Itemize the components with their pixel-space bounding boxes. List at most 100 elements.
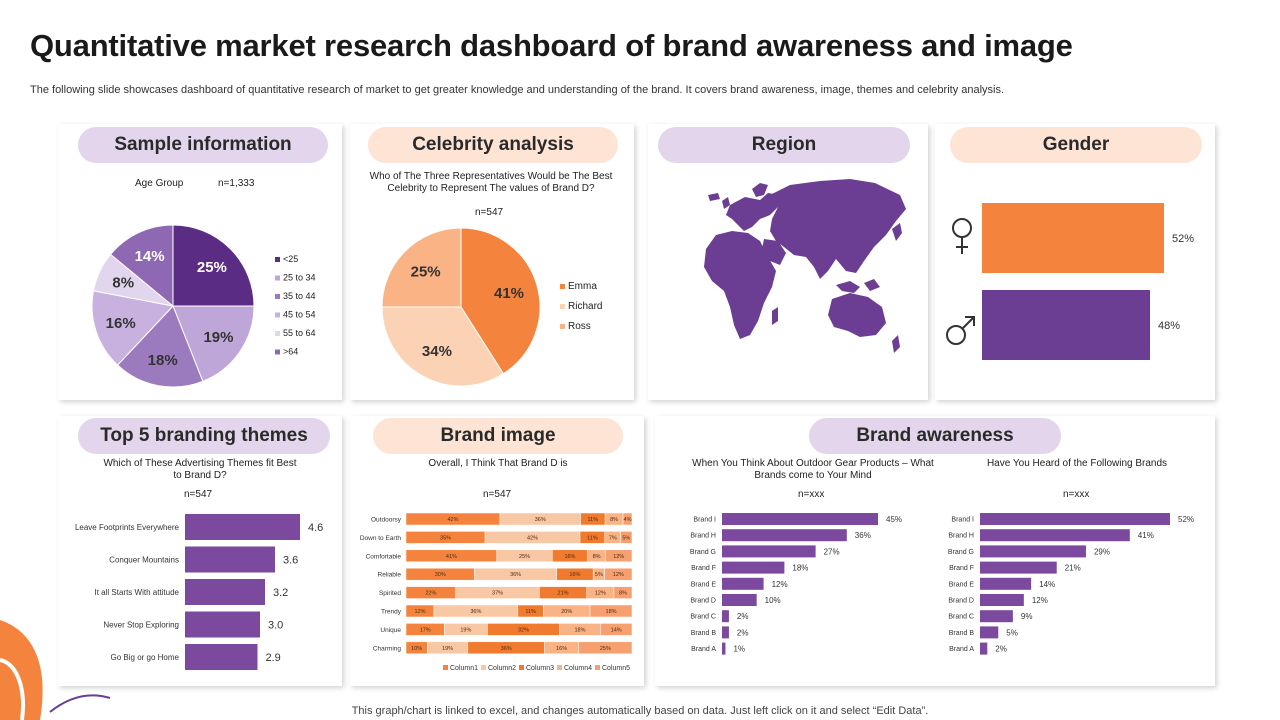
image-segment [578,641,633,655]
image-segment-label: 12% [613,572,624,578]
legend-label: Column4 [564,665,592,672]
brand-value-label: 29% [1094,547,1110,556]
brand-bar [722,577,764,590]
region-heading: Region [658,127,910,163]
brand-bar [722,545,816,558]
image-segment-label: 11% [587,535,598,541]
image-segment-label: 12% [595,591,606,597]
brand-image-n: n=547 [483,489,512,500]
decorative-swirl-icon [0,620,111,720]
brand-bar [980,626,999,639]
image-segment-label: 17% [420,627,431,633]
sample-heading: Sample information [78,127,328,163]
gender-heading: Gender [950,127,1202,163]
legend-label: 55 to 64 [283,328,316,338]
brand-image-question: Overall, I Think That Brand D is [428,458,568,469]
brand-category-label: Brand D [690,598,716,605]
celebrity-heading: Celebrity analysis [368,127,618,163]
theme-value-label: 3.2 [273,587,288,599]
brand-value-label: 27% [824,547,840,556]
image-category-label: Comfortable [366,553,402,560]
brand-value-label: 2% [737,628,749,637]
brand-value-label: 10% [765,596,781,605]
brand-value-label: 41% [1138,531,1154,540]
pie-data-label: 19% [203,329,233,346]
theme-category-label: Leave Footprints Everywhere [75,523,180,532]
image-segment-label: 14% [611,627,622,633]
celebrity-question: Who of The Three Representatives Would b… [369,171,613,194]
image-segment-label: 20% [561,609,572,615]
legend-label: Column5 [602,665,630,672]
image-category-label: Trendy [381,609,402,616]
image-segment-label: 36% [470,609,481,615]
image-segment-label: 11% [588,517,599,523]
image-segment-label: 42% [447,517,458,523]
image-segment-label: 7% [609,535,617,541]
brand-bar [980,529,1130,542]
image-segment-label: 36% [535,517,546,523]
brand-category-label: Brand H [690,533,716,540]
legend-label: Richard [568,301,602,312]
celebrity-pie-chart: 41% 34% 25% Emma Richard Ross [381,227,602,387]
image-segment-label: 8% [610,517,618,523]
image-segment-label: 16% [564,554,575,560]
pie-data-label: 18% [148,352,178,369]
brand-value-label: 52% [1178,515,1194,524]
pie-slice [172,224,255,307]
brand-value-label: 21% [1065,564,1081,573]
image-segment-label: 8% [619,591,627,597]
female-symbol-icon [952,218,972,254]
brand-category-label: Brand B [691,630,717,637]
page-subtitle: The following slide showcases dashboard … [30,84,1005,96]
awareness-heard-chart: Brand I 52% Brand H 41% Brand G 29% Brand F 21%… [948,513,1194,655]
brand-bar [980,594,1024,606]
pie-data-label: 16% [106,315,136,332]
image-segment-label: 12% [613,554,624,560]
image-category-label: Reliable [378,572,402,579]
image-segment-label: 19% [442,646,453,652]
brand-bar [722,561,785,574]
theme-bar [185,514,300,540]
legend-label: Ross [568,321,591,332]
theme-bar [185,546,275,573]
image-segment [620,531,633,544]
awareness-left-n: n=xxx [798,489,825,500]
pie-slice [381,227,462,308]
image-segment-label: 21% [558,591,569,597]
theme-category-label: It all Starts With attitude [95,588,180,597]
image-category-label: Down to Earth [360,535,402,542]
gender-value-label: 52% [1172,233,1194,245]
image-segment-label: 16% [556,646,567,652]
pie-data-label: 25% [197,259,227,276]
brand-category-label: Brand H [948,533,974,540]
image-segment-label: 36% [501,646,512,652]
brand-value-label: 5% [1006,628,1018,637]
age-group-caption: Age Group [135,178,184,189]
brand-category-label: Brand D [948,598,974,605]
image-segment [613,586,633,599]
brand-bar [980,610,1013,623]
celebrity-n: n=547 [475,207,504,218]
image-segment [600,623,633,636]
gender-bar [982,203,1164,273]
image-category-label: Spirited [379,590,401,597]
brand-category-label: Brand I [951,517,974,524]
themes-bar-chart: Leave Footprints Everywhere 4.6 Conquer Mo… [75,514,323,670]
image-segment-label: 12% [414,609,425,615]
brand-image-heading: Brand image [373,418,623,454]
image-segment-label: 8% [593,554,601,560]
theme-bar [185,611,260,638]
pie-data-label: 34% [422,343,452,360]
pie-slice [381,306,505,387]
legend-label: Column1 [450,665,478,672]
gender-value-label: 48% [1158,320,1180,332]
region-card [648,124,928,400]
legend-label: Emma [568,281,597,292]
image-segment-label: 4% [624,517,632,523]
pie-data-label: 14% [135,248,165,265]
legend-label: >64 [283,347,298,357]
brand-category-label: Brand F [949,565,974,572]
image-segment [605,549,633,563]
legend-label: Column2 [488,665,516,672]
gender-bar [982,290,1150,360]
